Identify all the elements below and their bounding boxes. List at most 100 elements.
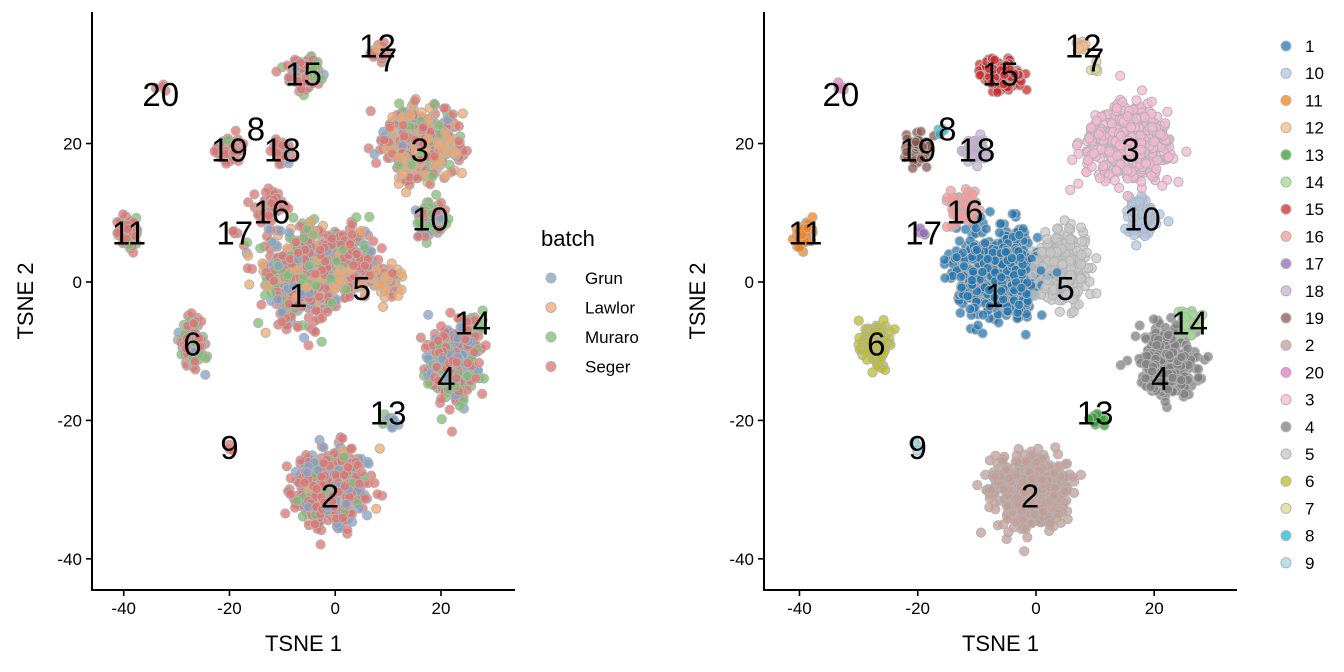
cluster-label-19: 19: [211, 131, 248, 168]
data-point: [253, 317, 264, 329]
data-point: [427, 171, 438, 182]
data-point: [326, 297, 337, 308]
data-point: [331, 256, 342, 267]
data-point: [439, 103, 450, 114]
data-point: [379, 134, 390, 146]
data-point: [423, 309, 434, 320]
data-point: [393, 290, 404, 301]
data-point: [311, 305, 322, 316]
data-point: [260, 327, 271, 338]
data-point: [384, 122, 395, 133]
data-point: [280, 508, 291, 519]
data-point: [316, 336, 327, 347]
x-tick-label: 0: [330, 599, 339, 618]
x-axis-title: TSNE 1: [265, 631, 342, 656]
data-point: [318, 458, 329, 469]
data-point: [456, 168, 467, 179]
cluster-label-14: 14: [454, 304, 491, 341]
data-point: [401, 187, 412, 198]
legend-key-seger: [545, 361, 557, 372]
data-point: [351, 248, 362, 260]
data-point: [368, 236, 379, 247]
data-point: [268, 275, 279, 287]
data-point: [429, 98, 440, 110]
data-point: [394, 98, 405, 109]
data-point: [473, 357, 485, 368]
data-point: [371, 157, 382, 169]
data-point: [186, 308, 197, 319]
x-tick-label: -20: [217, 599, 242, 618]
data-point: [314, 291, 325, 302]
data-point: [305, 216, 316, 227]
data-point: [954, 236, 965, 247]
data-point: [444, 159, 455, 170]
data-point: [256, 299, 267, 310]
data-point: [346, 229, 358, 240]
data-point: [433, 335, 444, 346]
data-point: [387, 268, 398, 279]
data-point: [457, 108, 468, 119]
cluster-label-5: 5: [352, 270, 370, 307]
data-point: [344, 239, 355, 250]
data-point: [343, 462, 354, 473]
data-point: [242, 263, 253, 274]
data-point: [273, 260, 284, 271]
data-point: [477, 388, 488, 399]
data-point: [1022, 532, 1033, 543]
cluster-label-1: 1: [289, 277, 307, 314]
data-point: [363, 458, 374, 469]
data-point: [409, 95, 420, 106]
data-point: [415, 332, 426, 343]
data-point: [462, 370, 473, 382]
legend-key-muraro: [545, 331, 557, 343]
data-point: [298, 233, 309, 244]
data-point: [433, 139, 444, 150]
data-point: [325, 273, 336, 284]
data-point: [244, 279, 255, 290]
data-point: [243, 250, 254, 261]
data-point: [453, 121, 464, 132]
cluster-label-11: 11: [112, 215, 146, 252]
data-point: [341, 498, 352, 509]
data-point: [372, 489, 383, 500]
data-point: [1130, 331, 1141, 342]
data-point: [412, 173, 423, 184]
cluster-label-7: 7: [379, 41, 397, 78]
data-point: [376, 243, 387, 254]
data-point: [1193, 364, 1204, 375]
data-point: [470, 373, 481, 384]
data-point: [374, 443, 385, 454]
cluster-label-13: 13: [370, 394, 407, 431]
data-point: [302, 467, 313, 478]
data-point: [346, 443, 357, 454]
data-point: [318, 442, 329, 453]
y-tick-label: -40: [57, 550, 82, 569]
data-point: [342, 525, 353, 536]
data-point: [290, 466, 301, 477]
data-point: [276, 307, 287, 318]
data-point: [441, 170, 452, 181]
data-point: [369, 477, 380, 489]
data-point: [310, 268, 321, 280]
data-point: [436, 321, 447, 332]
data-point: [292, 321, 303, 333]
cluster-label-18: 18: [264, 131, 301, 168]
data-point: [371, 503, 382, 514]
data-point: [310, 326, 321, 338]
data-point: [364, 211, 375, 222]
data-point: [255, 243, 266, 254]
data-point: [322, 306, 333, 317]
data-point: [1091, 288, 1102, 299]
data-point: [1136, 85, 1148, 96]
data-point: [348, 260, 359, 271]
y-axis-title: TSNE 2: [13, 262, 38, 339]
data-point: [308, 229, 319, 241]
cluster-label-15: 15: [285, 55, 322, 92]
data-point: [354, 478, 365, 489]
data-point: [398, 120, 409, 131]
data-point: [359, 243, 370, 254]
data-point: [451, 148, 462, 159]
data-point: [272, 294, 283, 305]
data-point: [276, 316, 287, 327]
